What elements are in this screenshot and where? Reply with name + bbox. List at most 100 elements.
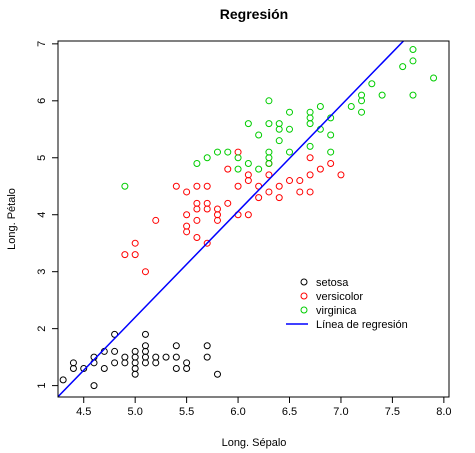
y-tick-label: 3 [36, 269, 48, 275]
legend-label-regression: Línea de regresión [316, 319, 408, 331]
data-point [255, 165, 263, 173]
data-point [265, 171, 273, 179]
data-point [327, 148, 335, 156]
data-point [193, 182, 201, 190]
y-tick-label: 5 [36, 155, 48, 161]
data-point [327, 159, 335, 167]
x-axis-label: Long. Sépalo [222, 437, 287, 449]
data-point [111, 347, 119, 355]
data-point [327, 131, 335, 139]
data-point [131, 370, 139, 378]
data-point [224, 165, 232, 173]
data-point [193, 234, 201, 242]
data-point [141, 347, 149, 355]
chart-title: Regresión [220, 6, 288, 22]
data-point [244, 171, 252, 179]
legend-label-versicolor: versicolor [316, 291, 363, 303]
data-point [213, 216, 221, 224]
data-point [141, 353, 149, 361]
data-point [399, 63, 407, 71]
data-point [183, 188, 191, 196]
x-axis: 4.5 5.0 5.5 6.0 6.5 7.0 7.5 8.0 [76, 397, 452, 418]
data-point [275, 182, 283, 190]
data-point [213, 148, 221, 156]
legend-marker-versicolor [300, 292, 308, 300]
data-point [80, 365, 88, 373]
data-point [203, 199, 211, 207]
x-tick-label: 4.5 [76, 406, 91, 418]
legend: setosa versicolor virginica Línea de regres… [286, 277, 408, 331]
data-point [69, 359, 77, 367]
x-tick-label: 7.5 [385, 406, 400, 418]
data-point [275, 120, 283, 128]
data-point [213, 205, 221, 213]
data-point [213, 370, 221, 378]
data-point [358, 108, 366, 116]
y-tick-label: 7 [36, 41, 48, 47]
data-point [316, 165, 324, 173]
data-point [306, 188, 314, 196]
data-point [203, 205, 211, 213]
data-point [244, 211, 252, 219]
data-point [111, 359, 119, 367]
data-point [265, 120, 273, 128]
data-point [306, 142, 314, 150]
data-point [131, 239, 139, 247]
data-point [275, 137, 283, 145]
series-virginica [121, 46, 438, 190]
data-point [141, 342, 149, 350]
data-point [234, 182, 242, 190]
data-point [131, 359, 139, 367]
data-point [234, 148, 242, 156]
data-point [255, 194, 263, 202]
data-point [265, 154, 273, 162]
data-point [100, 365, 108, 373]
data-point [347, 103, 355, 111]
data-point [141, 268, 149, 276]
data-point [131, 353, 139, 361]
data-point [296, 188, 304, 196]
data-point [183, 365, 191, 373]
data-point [213, 211, 221, 219]
data-point [162, 353, 170, 361]
data-point [234, 165, 242, 173]
data-point [337, 171, 345, 179]
data-point [286, 125, 294, 133]
data-point [203, 182, 211, 190]
data-point [306, 154, 314, 162]
data-point [306, 120, 314, 128]
data-point [172, 182, 180, 190]
data-point [358, 97, 366, 105]
y-tick-label: 4 [36, 212, 48, 218]
data-point [265, 159, 273, 167]
data-point [306, 108, 314, 116]
data-point [286, 177, 294, 185]
data-point [141, 359, 149, 367]
data-point [172, 342, 180, 350]
data-point [193, 159, 201, 167]
data-point [193, 199, 201, 207]
plot-frame [57, 40, 450, 398]
data-point [244, 159, 252, 167]
data-point [265, 148, 273, 156]
data-point [203, 239, 211, 247]
x-tick-label: 6.0 [230, 406, 245, 418]
data-point [358, 91, 366, 99]
data-point [121, 353, 129, 361]
x-tick-label: 8.0 [436, 406, 451, 418]
data-point [131, 251, 139, 259]
data-point [141, 330, 149, 338]
x-tick-label: 7.0 [333, 406, 348, 418]
data-point [265, 97, 273, 105]
series-setosa [59, 330, 221, 390]
data-point [183, 222, 191, 230]
data-point [131, 347, 139, 355]
data-point [90, 382, 98, 390]
x-tick-label: 6.5 [282, 406, 297, 418]
data-point [275, 125, 283, 133]
data-point [234, 154, 242, 162]
data-point [409, 46, 417, 54]
data-point [183, 228, 191, 236]
series-versicolor [121, 148, 345, 276]
data-point [244, 177, 252, 185]
